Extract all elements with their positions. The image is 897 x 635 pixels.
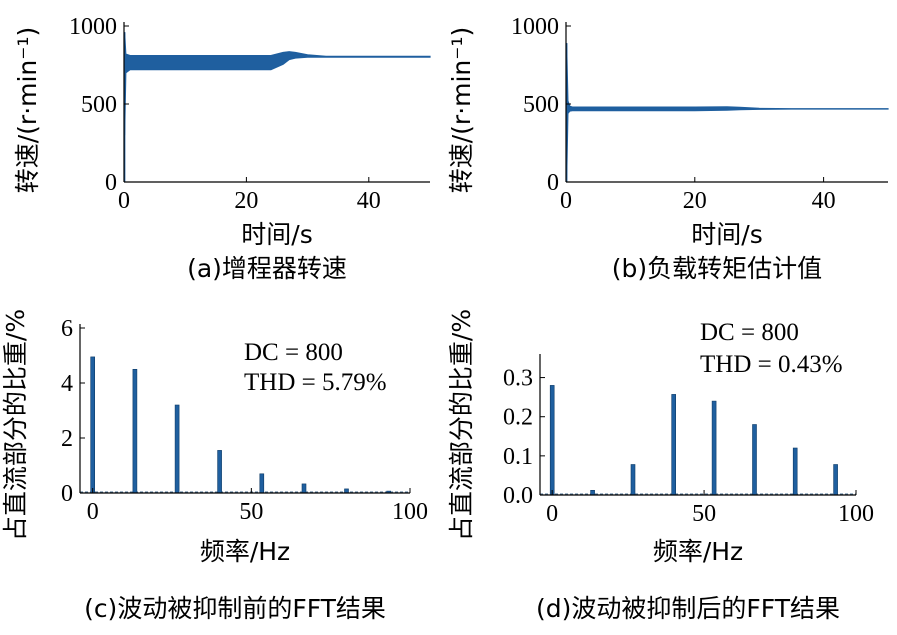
caption-a: (a)增程器转速 <box>187 254 347 283</box>
bar-d-3 <box>671 394 677 496</box>
bar-d-0 <box>549 385 555 496</box>
bar-c-5 <box>301 483 307 494</box>
y-tick-label-d-1: 0.1 <box>503 444 533 470</box>
x-axis-label-c: 频率/Hz <box>200 537 290 566</box>
y-tick-label-c-1: 2 <box>61 426 73 452</box>
y-axis-label-d: 占直流部分的比重/% <box>447 309 476 541</box>
y-tick-label-a-2: 1000 <box>69 14 117 40</box>
y-tick-label-b-2: 1000 <box>511 14 559 40</box>
y-tick-label-c-2: 4 <box>61 371 73 397</box>
x-tick-label-d-2: 100 <box>838 501 874 527</box>
y-tick-label-a-1: 500 <box>81 92 117 118</box>
y-tick-label-c-0: 0 <box>61 481 73 507</box>
x-tick-label-c-2: 100 <box>392 499 428 525</box>
bar-d-1 <box>590 489 595 496</box>
series-band-b <box>566 43 889 183</box>
bar-d-5 <box>752 424 757 496</box>
chart-d: 0.0 0.1 0.2 0.3 0 50 100 频率/Hz 占直流部分的比重/% DC = 80… <box>447 309 874 623</box>
annotation-thd-d: THD = 0.43% <box>700 351 843 378</box>
chart-a: 0 500 1000 0 20 40 时间/s 转速/(r·min⁻¹) (a)增程器转速 <box>13 14 431 283</box>
y-tick-label-b-1: 500 <box>523 92 559 118</box>
y-tick-label-c-3: 6 <box>61 316 73 342</box>
y-tick-label-d-2: 0.2 <box>503 405 533 431</box>
x-tick-label-c-0: 0 <box>87 499 99 525</box>
x-tick-label-d-1: 50 <box>692 501 716 527</box>
y-axis-label-c: 占直流部分的比重/% <box>1 309 30 541</box>
x-tick-label-c-1: 50 <box>239 499 263 525</box>
series-band-a <box>124 32 431 136</box>
bar-d-7 <box>833 464 838 496</box>
bar-c-0 <box>90 356 95 494</box>
x-tick-label-a-2: 40 <box>357 188 381 214</box>
chart-b: 0 500 1000 0 20 40 时间/s 转速/(r·min⁻¹) (b)负载转矩估计值 <box>447 14 889 283</box>
x-tick-label-d-0: 0 <box>546 501 558 527</box>
caption-d: (d)波动被抑制后的FFT结果 <box>536 594 840 623</box>
annotation-dc-c: DC = 800 <box>244 339 343 366</box>
x-tick-label-b-1: 20 <box>683 188 707 214</box>
bar-c-2 <box>174 404 180 494</box>
bar-c-4 <box>259 473 265 494</box>
annotation-thd-c: THD = 5.79% <box>244 369 387 396</box>
y-tick-label-d-0: 0.0 <box>503 483 533 509</box>
x-tick-label-a-1: 20 <box>234 188 258 214</box>
bar-c-3 <box>217 450 222 494</box>
y-tick-label-b-0: 0 <box>547 170 559 196</box>
x-tick-label-b-0: 0 <box>560 188 572 214</box>
caption-b: (b)负载转矩估计值 <box>612 254 822 283</box>
annotation-dc-d: DC = 800 <box>700 319 799 346</box>
x-axis-label-b: 时间/s <box>691 220 762 249</box>
bar-d-4 <box>711 400 717 496</box>
chart-c: 0 2 4 6 0 50 100 频率/Hz 占直流部分的比重/% DC = 800 THD = 5… <box>1 309 428 623</box>
x-axis-label-d: 频率/Hz <box>653 537 743 566</box>
y-tick-label-a-0: 0 <box>105 170 117 196</box>
bar-c-1 <box>132 368 138 494</box>
bar-d-6 <box>792 447 798 496</box>
caption-c: (c)波动被抑制前的FFT结果 <box>84 594 386 623</box>
x-tick-label-a-0: 0 <box>118 188 130 214</box>
y-axis-label-a: 转速/(r·min⁻¹) <box>13 27 42 194</box>
y-axis-label-b: 转速/(r·min⁻¹) <box>447 27 476 194</box>
y-tick-label-d-3: 0.3 <box>503 366 533 392</box>
bar-c-6 <box>344 488 349 494</box>
x-axis-label-a: 时间/s <box>241 220 312 249</box>
bar-d-2 <box>630 464 636 496</box>
x-tick-label-b-2: 40 <box>812 188 836 214</box>
